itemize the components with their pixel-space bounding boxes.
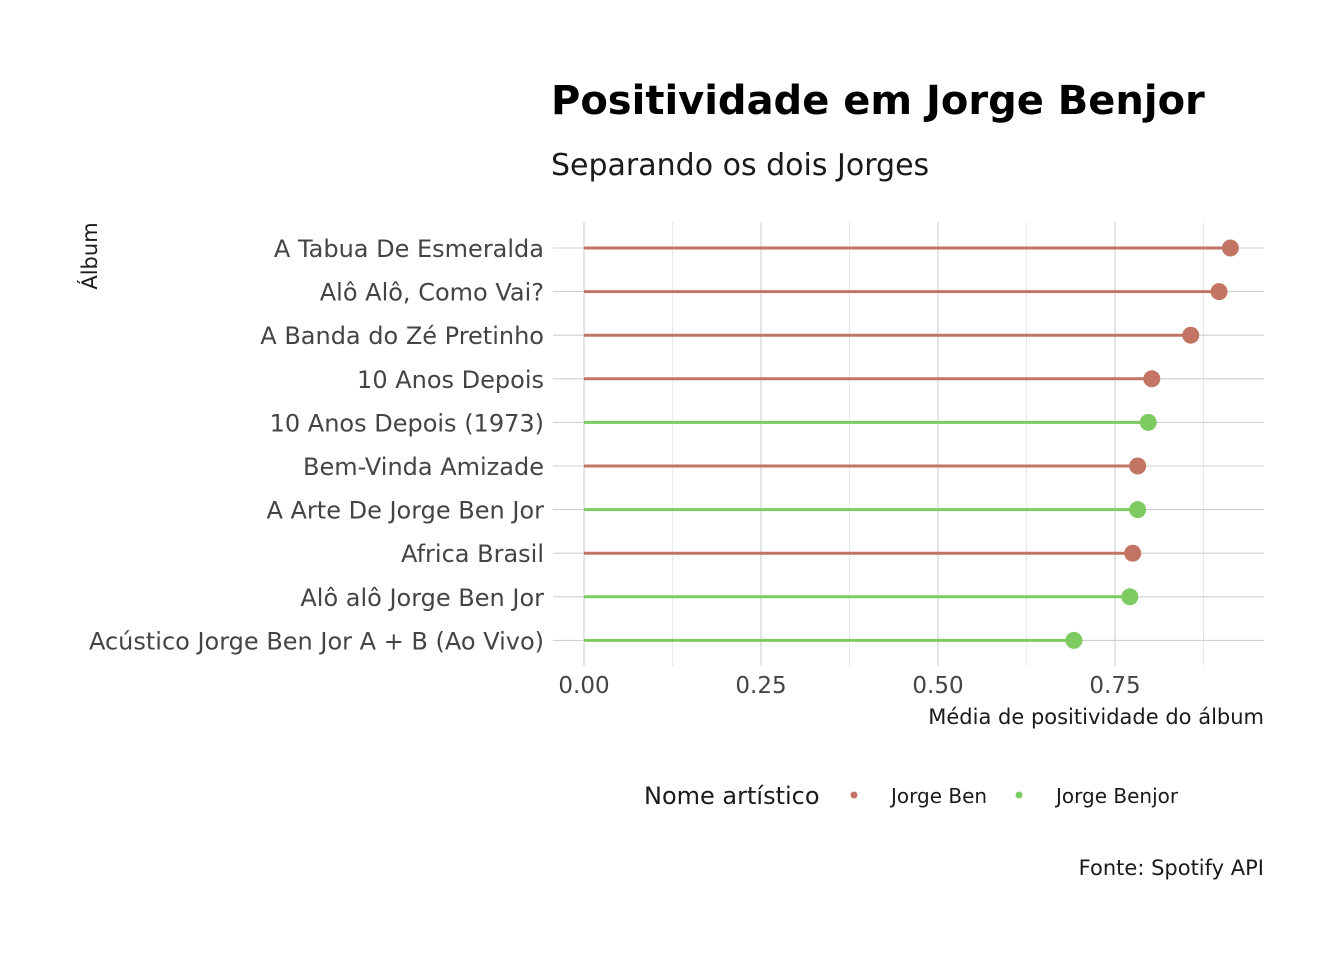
x-tick-label-2: 0.50 [912,673,963,699]
y-tick-label-9: Acústico Jorge Ben Jor A + B (Ao Vivo) [89,627,544,655]
point-1 [1210,283,1228,301]
x-axis-label: Média de positividade do álbum [928,705,1264,729]
grid [553,222,1264,666]
caption: Fonte: Spotify API [1079,856,1264,880]
x-tick-label-3: 0.75 [1089,673,1140,699]
point-0 [1221,239,1239,257]
point-7 [1124,544,1142,562]
point-3 [1143,370,1161,388]
y-tick-label-5: Bem-Vinda Amizade [303,453,544,481]
x-tick-labels: 0.00 0.25 0.50 0.75 [558,673,1140,699]
x-tick-label-1: 0.25 [735,673,786,699]
legend-title: Nome artístico [644,782,820,810]
point-5 [1129,457,1147,475]
chart-title: Positividade em Jorge Benjor [551,78,1205,124]
y-tick-labels: A Tabua De Esmeralda Alô Alô, Como Vai? A … [89,235,544,655]
legend-key-1 [1015,791,1023,799]
y-tick-label-1: Alô Alô, Como Vai? [320,279,544,307]
point-4 [1139,413,1157,431]
chart-subtitle: Separando os dois Jorges [551,148,929,183]
point-9 [1065,631,1083,649]
stems [584,246,1231,642]
y-tick-label-3: 10 Anos Depois [357,366,544,394]
y-tick-label-2: A Banda do Zé Pretinho [260,322,544,350]
point-2 [1182,326,1200,344]
legend-label-1: Jorge Benjor [1054,784,1179,808]
legend-key-0 [850,791,858,799]
y-tick-label-7: Africa Brasil [401,540,544,568]
points [1065,239,1239,649]
point-8 [1121,588,1139,606]
y-tick-label-4: 10 Anos Depois (1973) [270,409,544,437]
legend: Nome artístico Jorge Ben Jorge Benjor [644,782,1179,810]
y-tick-label-0: A Tabua De Esmeralda [274,235,544,263]
x-tick-label-0: 0.00 [558,673,609,699]
legend-label-0: Jorge Ben [889,784,987,808]
y-tick-label-6: A Arte De Jorge Ben Jor [266,497,544,525]
y-axis-label: Álbum [77,222,102,289]
y-tick-label-8: Alô alô Jorge Ben Jor [300,584,544,612]
point-6 [1129,501,1147,519]
